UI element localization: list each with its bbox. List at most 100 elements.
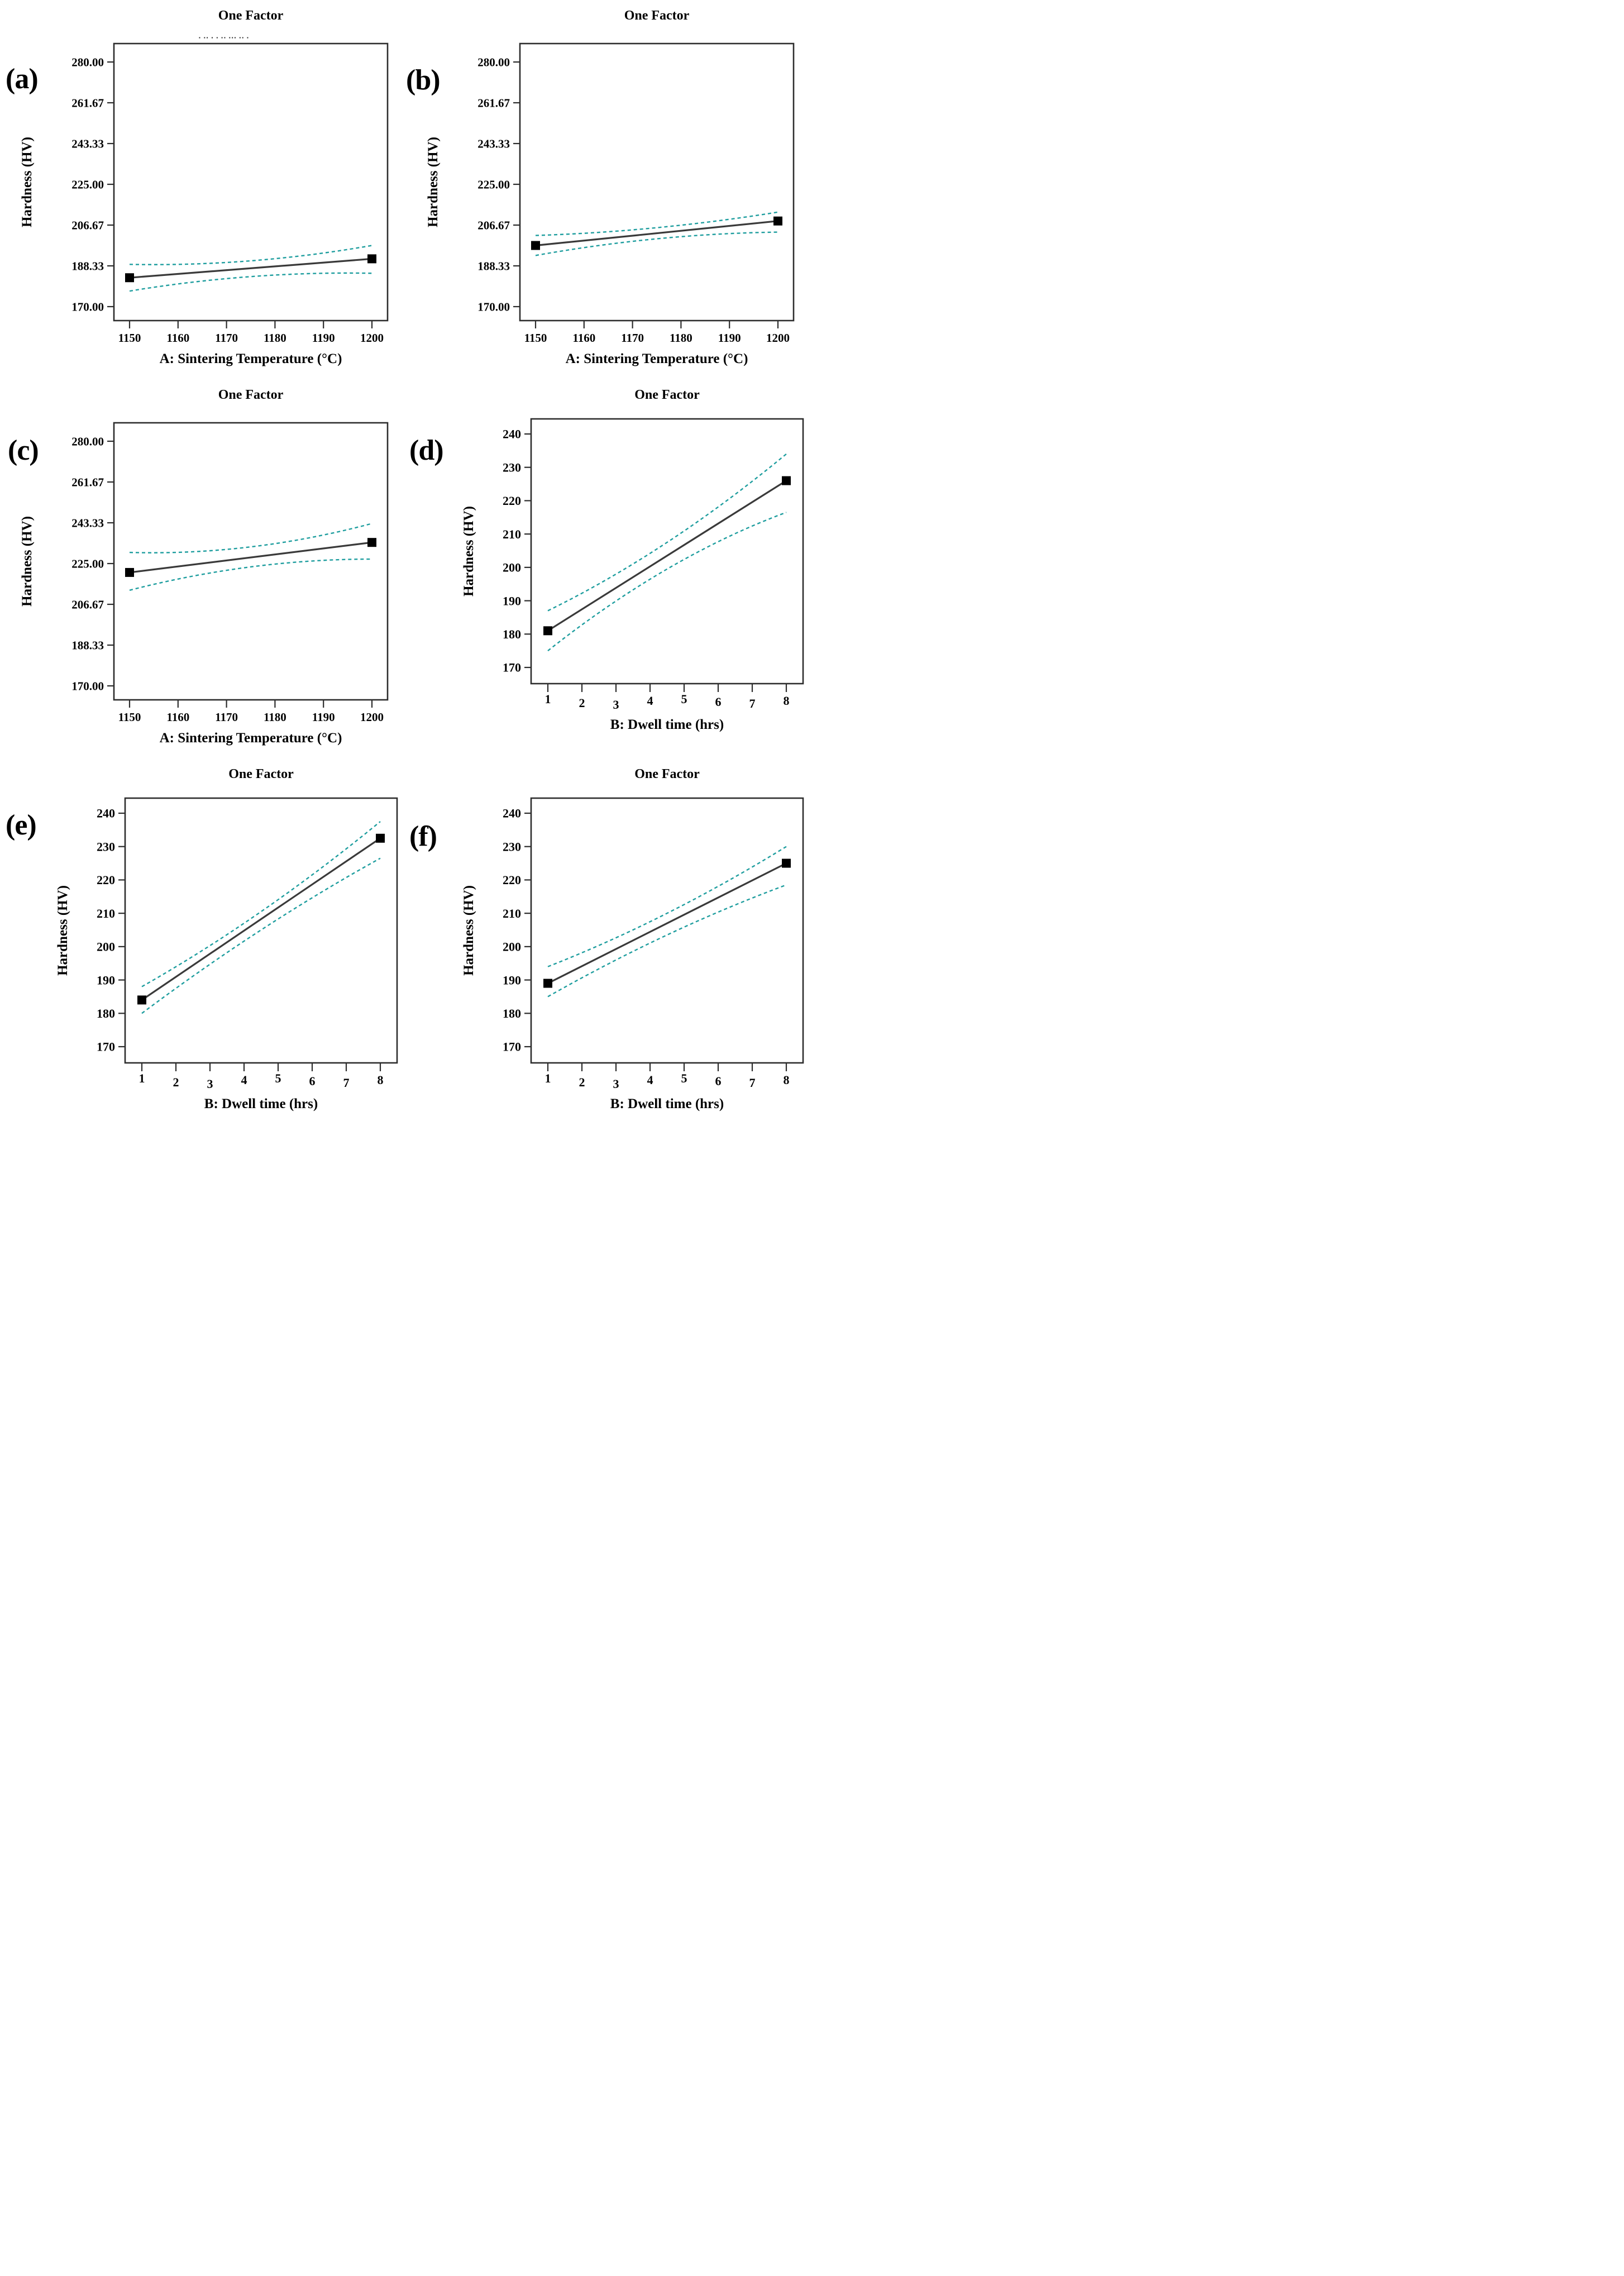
x-tick-label: 1160 (572, 331, 595, 345)
chart-canvas-c: 280.00 261.67 243.33 225.00 206.67 188.33 170.… (20, 422, 389, 746)
ci-lower-line (141, 857, 381, 1014)
x-tick-label: 1190 (312, 710, 335, 724)
y-tick-label: 188.33 (71, 638, 104, 652)
x-tick-label: 2 (579, 1075, 585, 1089)
mean-line (141, 837, 381, 1001)
y-tick-label: 240 (503, 807, 521, 820)
x-tick-label: 1 (139, 1071, 145, 1085)
y-tick-label: 188.33 (477, 259, 510, 273)
ci-lower-line (129, 558, 372, 591)
x-tick-label: 1160 (166, 710, 189, 724)
y-tick-label: 206.67 (71, 218, 104, 232)
data-point-marker (773, 216, 782, 226)
ci-upper-line (547, 846, 787, 967)
mean-line (547, 480, 787, 632)
x-tick-label: 1180 (264, 331, 286, 345)
y-tick-label: 225.00 (477, 178, 510, 191)
ci-lower-line (535, 231, 778, 256)
x-tick-label: 1150 (524, 331, 547, 345)
chart-title-b: One Factor (624, 8, 690, 23)
x-tick-label: 7 (749, 1076, 756, 1090)
y-tick-label: 170 (503, 1040, 521, 1054)
y-tick-label: 190 (503, 973, 521, 987)
figure-grid: (a) One Factor ▪ ▪▪ ▪ ▪ ▪▪ ▪▪▪ ▪▪ ▪ 280.… (0, 0, 812, 1138)
data-point-marker (125, 273, 134, 283)
panel-a: (a) One Factor ▪ ▪▪ ▪ ▪ ▪▪ ▪▪▪ ▪▪ ▪ 280.… (0, 0, 406, 379)
y-tick-label: 280.00 (71, 435, 104, 448)
chart-canvas-a: 280.00 261.67 243.33 225.00 206.67 188.33 170.… (20, 42, 389, 366)
y-tick-label: 200 (97, 940, 115, 954)
mean-line (129, 257, 372, 279)
ci-upper-line (547, 453, 787, 612)
data-point-marker (367, 538, 376, 547)
panel-label-c: (c) (8, 435, 39, 466)
y-tick-label: 190 (97, 973, 115, 987)
x-tick-label: 1170 (215, 331, 238, 345)
x-axis-title: A: Sintering Temperature (°C) (160, 351, 342, 366)
y-axis-title: Hardness (HV) (20, 137, 35, 227)
y-tick-label: 188.33 (71, 259, 104, 273)
y-tick-label: 170.00 (477, 300, 510, 313)
x-tick-label: 1190 (312, 331, 335, 345)
plot-frame (519, 42, 795, 322)
data-point-marker (125, 567, 134, 577)
x-tick-label: 5 (681, 1071, 687, 1085)
panel-d: (d) One Factor 240 230 220 210 200 190 180 170 1… (406, 379, 812, 758)
plot-frame (124, 797, 398, 1064)
chart-title-f: One Factor (634, 767, 700, 781)
x-axis-title: A: Sintering Temperature (°C) (566, 351, 748, 366)
x-tick-label: 7 (343, 1076, 350, 1090)
x-tick-label: 1 (545, 692, 551, 706)
y-tick-label: 220 (503, 494, 521, 508)
y-tick-label: 230 (503, 460, 521, 474)
plot-frame (530, 797, 804, 1064)
x-tick-label: 1200 (360, 710, 384, 724)
data-point-marker (137, 995, 146, 1005)
panel-label-d: (d) (409, 435, 444, 466)
x-tick-label: 1150 (118, 710, 141, 724)
y-tick-label: 280.00 (71, 55, 104, 69)
y-tick-label: 240 (97, 807, 115, 820)
x-tick-label: 5 (681, 692, 687, 706)
x-axis-title: B: Dwell time (hrs) (610, 717, 724, 732)
data-point-marker (543, 626, 552, 636)
x-tick-label: 6 (715, 695, 722, 709)
x-tick-label: 1170 (215, 710, 238, 724)
y-axis-title: Hardness (HV) (461, 885, 476, 976)
ci-lower-line (547, 884, 787, 998)
x-axis-title: B: Dwell time (hrs) (204, 1096, 318, 1111)
y-tick-label: 180 (503, 627, 521, 641)
y-tick-label: 190 (503, 594, 521, 608)
y-tick-label: 243.33 (71, 137, 104, 150)
y-tick-label: 200 (503, 561, 521, 575)
x-tick-label: 1190 (718, 331, 741, 345)
x-tick-label: 3 (613, 1077, 619, 1091)
x-tick-label: 3 (207, 1077, 213, 1091)
y-tick-label: 170 (503, 661, 521, 675)
title-artifact-a: ▪ ▪▪ ▪ ▪ ▪▪ ▪▪▪ ▪▪ ▪ (199, 35, 250, 40)
y-tick-label: 230 (97, 839, 115, 853)
data-point-marker (782, 858, 791, 868)
mean-line (129, 541, 372, 574)
y-axis-title: Hardness (HV) (461, 506, 476, 597)
x-tick-label: 1180 (264, 710, 286, 724)
plot-frame (113, 422, 389, 701)
y-axis-title: Hardness (HV) (20, 516, 35, 607)
y-tick-label: 243.33 (71, 516, 104, 529)
y-axis-title: Hardness (HV) (426, 137, 441, 227)
y-tick-label: 220 (97, 873, 115, 887)
y-tick-label: 230 (503, 839, 521, 853)
x-tick-label: 1180 (670, 331, 692, 345)
chart-title-a: One Factor (218, 8, 284, 23)
y-tick-label: 170.00 (71, 300, 104, 313)
ci-lower-line (547, 512, 787, 652)
x-axis-title: B: Dwell time (hrs) (610, 1096, 724, 1111)
ci-upper-line (141, 821, 381, 987)
ci-lower-line (129, 272, 372, 292)
plot-frame (530, 418, 804, 685)
y-tick-label: 210 (503, 906, 521, 920)
x-tick-label: 1170 (621, 331, 644, 345)
x-tick-label: 8 (784, 694, 790, 708)
x-tick-label: 1160 (166, 331, 189, 345)
x-tick-label: 7 (749, 696, 756, 710)
